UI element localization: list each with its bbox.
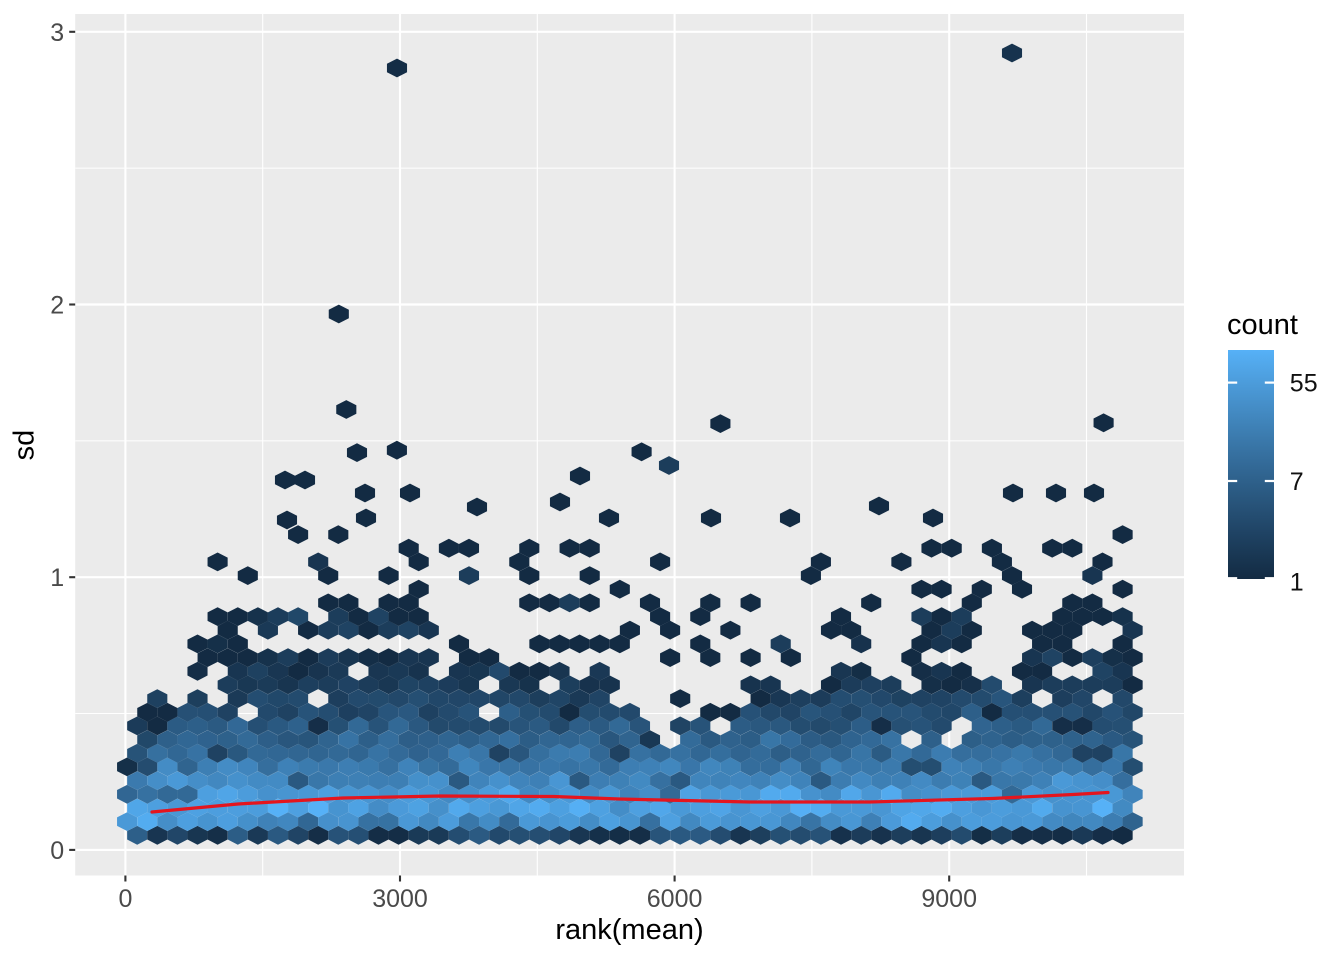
svg-text:count: count [1227, 309, 1298, 341]
svg-text:6000: 6000 [647, 885, 703, 913]
svg-text:3000: 3000 [372, 885, 428, 913]
svg-text:1: 1 [50, 564, 64, 592]
svg-text:1: 1 [1290, 569, 1304, 597]
svg-text:7: 7 [1290, 468, 1304, 496]
svg-text:0: 0 [118, 885, 132, 913]
svg-text:rank(mean): rank(mean) [555, 914, 703, 946]
svg-text:sd: sd [9, 430, 41, 461]
svg-text:55: 55 [1290, 370, 1318, 398]
svg-text:9000: 9000 [921, 885, 977, 913]
svg-text:2: 2 [50, 292, 64, 320]
svg-text:3: 3 [50, 19, 64, 47]
svg-text:0: 0 [50, 837, 64, 865]
